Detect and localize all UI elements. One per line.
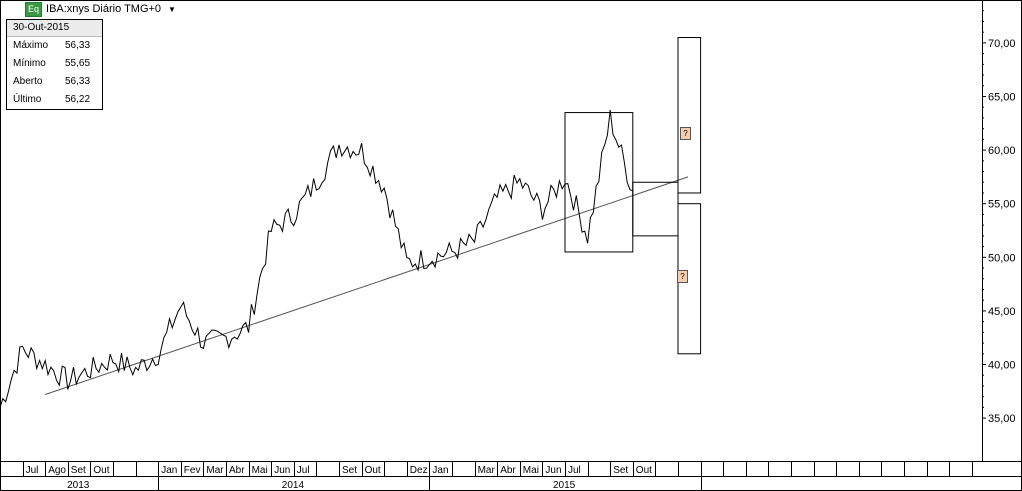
annotation-boxes xyxy=(564,37,702,355)
x-month-label: Set xyxy=(71,465,86,476)
info-label: Último xyxy=(13,94,42,105)
info-value: 56,22 xyxy=(65,94,91,105)
y-tick-label: 70,00 xyxy=(988,38,1016,50)
x-month-label: Fev xyxy=(184,465,201,476)
price-series-layer xyxy=(0,110,633,408)
x-month-label: Mar xyxy=(478,465,496,476)
x-month-label: Ago xyxy=(48,465,66,476)
x-month-label: Out xyxy=(636,465,652,476)
info-value: 56,33 xyxy=(65,76,91,87)
annotation-box xyxy=(677,37,702,194)
annotation-box xyxy=(632,181,679,237)
y-tick-label: 35,00 xyxy=(988,413,1016,425)
x-month-label: Mar xyxy=(206,465,224,476)
info-label: Máximo xyxy=(13,40,49,51)
x-axis: Jul Ago Set Out Jan Fev Mar Abr Mai Jun Jul Set Out D… xyxy=(0,461,973,491)
y-tick-label: 50,00 xyxy=(988,252,1016,264)
chevron-down-icon[interactable]: ▼ xyxy=(168,4,176,14)
trend-line xyxy=(45,176,689,396)
info-date: 30-Out-2015 xyxy=(7,20,102,37)
x-month-label: Jun xyxy=(545,465,561,476)
x-month-label: Abr xyxy=(500,465,516,476)
info-value: 56,33 xyxy=(65,40,91,51)
chart-title-bar[interactable]: Eq IBA:xnys Diário TMG+0 ▼ xyxy=(25,1,176,17)
ohlc-info-panel: 30-Out-2015 Máximo 56,33 Mínimo 55,65 Ab… xyxy=(6,19,103,110)
x-month-label: Jan xyxy=(161,465,177,476)
x-month-label: Jan xyxy=(432,465,448,476)
x-month-label: Mai xyxy=(252,465,268,476)
x-month-label: Out xyxy=(365,465,381,476)
info-value: 55,65 xyxy=(65,58,91,69)
x-year-label: 2013 xyxy=(67,480,90,491)
price-series xyxy=(0,110,633,408)
x-month-label: Jul xyxy=(568,465,581,476)
x-month-label: Dez xyxy=(410,465,428,476)
y-tick-label: 45,00 xyxy=(988,306,1016,318)
y-tick-label: 65,00 xyxy=(988,91,1016,103)
y-tick-label: 55,00 xyxy=(988,199,1016,211)
x-month-label: Abr xyxy=(229,465,245,476)
x-month-label: Set xyxy=(342,465,357,476)
info-row-open: Aberto 56,33 xyxy=(7,73,102,91)
y-axis: 35,00 40,00 45,00 50,00 55,00 60,00 65,00 70,00 xyxy=(982,10,1016,425)
info-label: Mínimo xyxy=(13,58,46,69)
x-month-label: Mai xyxy=(523,465,539,476)
info-row-high: Máximo 56,33 xyxy=(7,37,102,55)
info-label: Aberto xyxy=(13,76,43,87)
x-month-label: Jul xyxy=(26,465,39,476)
x-year-label: 2014 xyxy=(282,480,305,491)
trend-line-layer xyxy=(45,176,689,396)
projection-marker-upper[interactable]: ? xyxy=(680,127,691,140)
x-year-label: 2015 xyxy=(553,480,576,491)
y-tick-label: 40,00 xyxy=(988,360,1016,372)
info-row-last: Último 56,22 xyxy=(7,91,102,109)
x-month-label: Out xyxy=(93,465,109,476)
x-month-label: Set xyxy=(613,465,628,476)
projection-marker-lower[interactable]: ? xyxy=(677,270,688,283)
y-tick-label: 60,00 xyxy=(988,145,1016,157)
info-row-low: Mínimo 55,65 xyxy=(7,55,102,73)
x-month-label: Jul xyxy=(297,465,310,476)
equity-badge: Eq xyxy=(25,1,43,17)
x-month-label: Jun xyxy=(274,465,290,476)
chart-title: IBA:xnys Diário TMG+0 xyxy=(46,3,162,15)
